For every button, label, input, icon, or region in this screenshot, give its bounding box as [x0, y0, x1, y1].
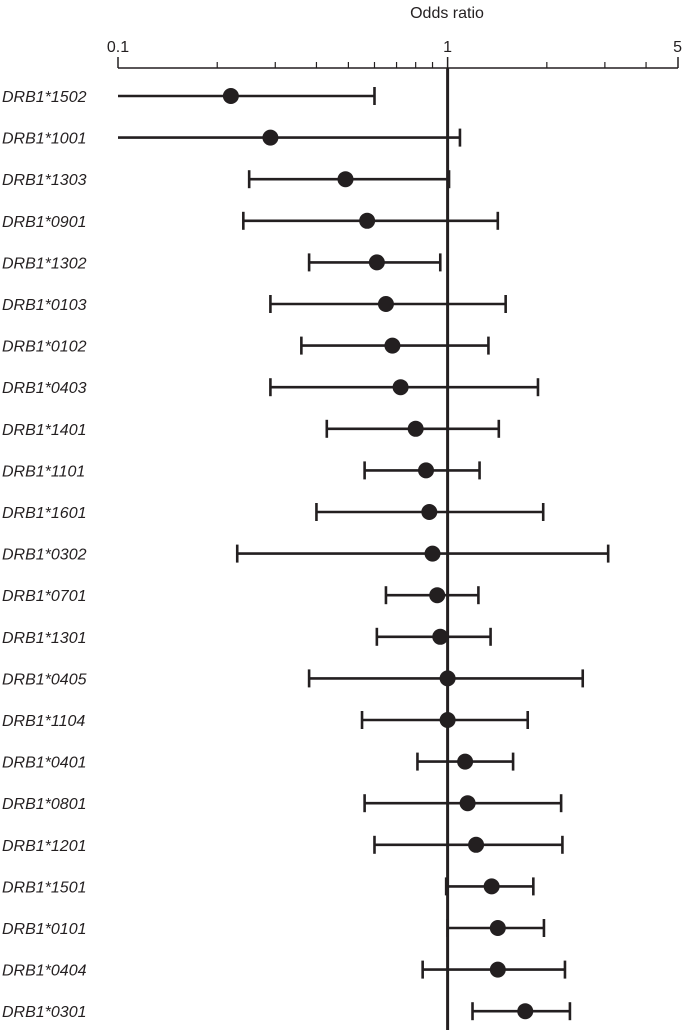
row-label: DRB1*0101	[2, 921, 87, 938]
row-label: DRB1*1302	[2, 255, 87, 272]
x-axis: 0.1 1 5	[107, 39, 682, 69]
x-tick-label: 1	[443, 39, 452, 56]
row-label: DRB1*1001	[2, 131, 87, 148]
forest-row: DRB1*1302	[2, 253, 442, 272]
row-label: DRB1*0401	[2, 755, 87, 772]
odds-ratio-point	[262, 129, 279, 146]
x-tick-label: 0.1	[107, 39, 129, 56]
forest-row: DRB1*1001	[2, 128, 462, 148]
odds-ratio-point	[489, 920, 506, 936]
forest-row: DRB1*1401	[2, 419, 501, 439]
forest-row: DRB1*0901	[2, 211, 500, 231]
odds-ratio-point	[459, 795, 476, 812]
forest-row: DRB1*1101	[2, 461, 481, 480]
odds-ratio-point	[439, 712, 456, 728]
forest-row: DRB1*0404	[2, 960, 567, 980]
row-label: DRB1*0302	[2, 547, 87, 564]
row-label: DRB1*1502	[2, 89, 87, 106]
odds-ratio-point	[377, 296, 394, 312]
odds-ratio-point	[429, 587, 446, 604]
forest-row: DRB1*1301	[2, 627, 492, 647]
odds-ratio-point	[384, 337, 401, 354]
row-label: DRB1*1401	[2, 422, 87, 439]
forest-row: DRB1*0403	[2, 378, 540, 397]
forest-row: DRB1*0301	[2, 1002, 572, 1021]
forest-row: DRB1*1303	[2, 170, 451, 189]
odds-ratio-point	[337, 171, 354, 188]
odds-ratio-point	[457, 753, 474, 770]
row-label: DRB1*0801	[2, 796, 87, 813]
forest-row: DRB1*1601	[2, 503, 545, 522]
row-label: DRB1*0901	[2, 214, 87, 231]
forest-row: DRB1*0302	[2, 544, 610, 564]
forest-row: DRB1*1502	[2, 87, 376, 106]
x-tick-label: 5	[673, 39, 682, 56]
odds-ratio-point	[468, 836, 485, 853]
row-label: DRB1*1104	[2, 713, 85, 730]
odds-ratio-point	[432, 628, 449, 645]
row-label: DRB1*0103	[2, 297, 87, 314]
odds-ratio-point	[418, 462, 435, 479]
row-label: DRB1*1303	[2, 172, 87, 189]
forest-row: DRB1*1201	[2, 835, 564, 855]
forest-rows: DRB1*1502 DRB1*1001 DRB1*1303 DRB1*0901 DRB1…	[2, 87, 610, 1021]
row-label: DRB1*0403	[2, 380, 87, 397]
row-label: DRB1*0102	[2, 339, 87, 356]
row-label: DRB1*1201	[2, 838, 87, 855]
forest-row: DRB1*1501	[2, 877, 535, 896]
forest-row: DRB1*0801	[2, 794, 563, 813]
odds-ratio-point	[517, 1003, 534, 1020]
row-label: DRB1*1301	[2, 630, 87, 647]
row-label: DRB1*0701	[2, 588, 87, 605]
odds-ratio-point	[368, 254, 385, 271]
forest-row: DRB1*0102	[2, 336, 490, 356]
odds-ratio-point	[407, 420, 424, 437]
forest-row: DRB1*0101	[2, 919, 546, 938]
row-label: DRB1*1101	[2, 463, 85, 480]
odds-ratio-point	[439, 670, 456, 687]
row-label: DRB1*1601	[2, 505, 87, 522]
forest-row: DRB1*0405	[2, 669, 585, 688]
odds-ratio-point	[222, 88, 239, 104]
odds-ratio-point	[359, 212, 376, 229]
forest-row: DRB1*0701	[2, 586, 480, 605]
row-label: DRB1*0404	[2, 963, 87, 980]
row-label: DRB1*0405	[2, 671, 87, 688]
row-label: DRB1*1501	[2, 879, 87, 896]
forest-row: DRB1*0401	[2, 752, 515, 772]
odds-ratio-point	[424, 545, 441, 562]
forest-row: DRB1*0103	[2, 295, 507, 314]
x-axis-title: Odds ratio	[410, 5, 484, 22]
odds-ratio-point	[483, 878, 500, 895]
row-label: DRB1*0301	[2, 1004, 87, 1021]
forest-row: DRB1*1104	[2, 711, 530, 730]
odds-ratio-point	[392, 379, 409, 396]
odds-ratio-point	[489, 961, 506, 978]
odds-ratio-point	[421, 504, 438, 520]
